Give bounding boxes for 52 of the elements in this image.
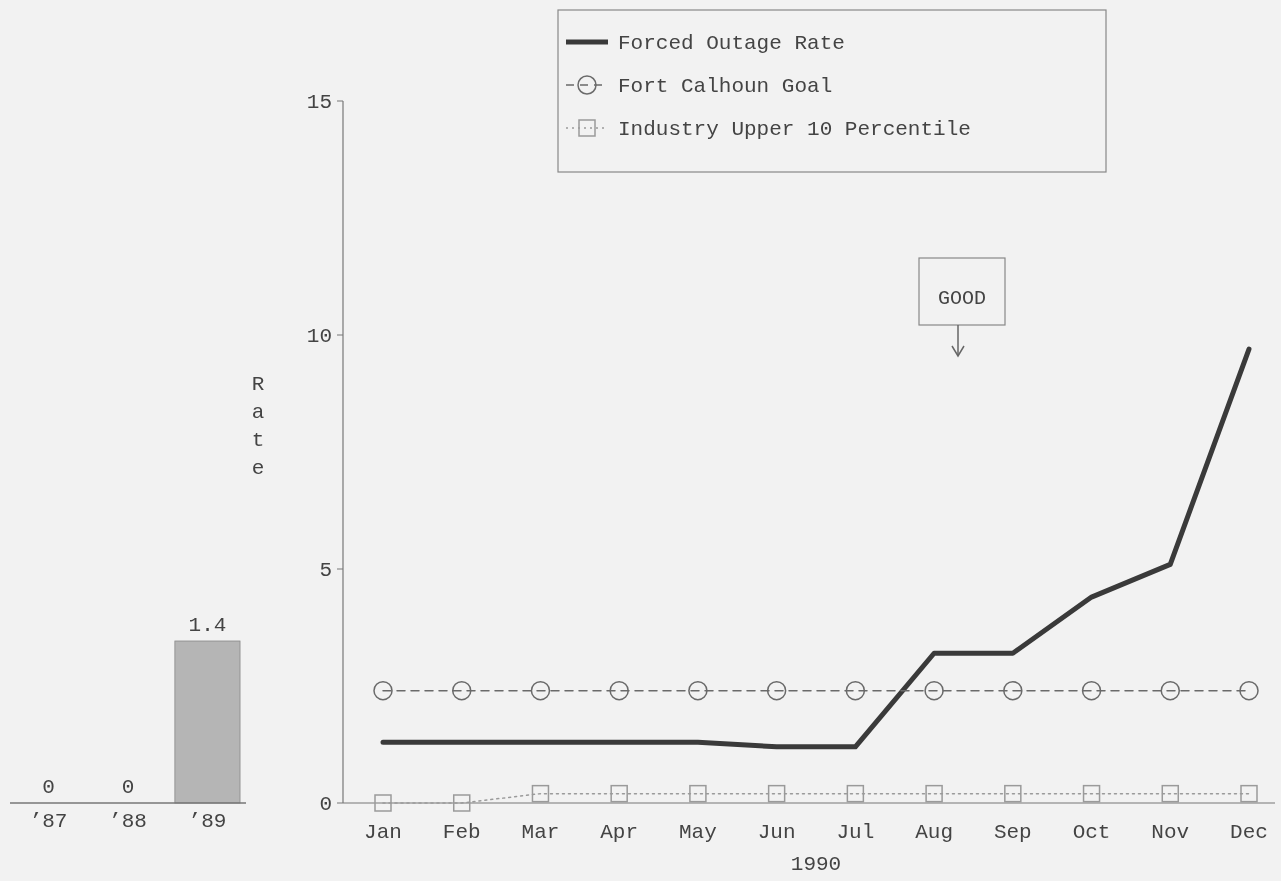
point bbox=[374, 794, 392, 812]
point bbox=[924, 680, 944, 701]
data-label: 0 bbox=[121, 776, 135, 799]
point bbox=[767, 784, 786, 803]
point bbox=[610, 784, 628, 803]
x-tick-label: Nov bbox=[1151, 821, 1190, 844]
data-label: 1.4 bbox=[188, 614, 227, 637]
point bbox=[1004, 784, 1022, 803]
point bbox=[1003, 680, 1023, 701]
point bbox=[609, 680, 629, 701]
point bbox=[925, 784, 943, 803]
y-tick-label: 5 bbox=[319, 559, 332, 582]
x-tick-label: ’87 bbox=[29, 810, 68, 833]
x-tick-label: Jan bbox=[364, 821, 402, 844]
y-axis-title: Rate bbox=[251, 373, 265, 480]
point bbox=[846, 784, 865, 803]
point bbox=[845, 680, 866, 701]
point bbox=[688, 680, 708, 701]
point bbox=[1081, 680, 1102, 701]
annotation: GOOD bbox=[937, 287, 987, 310]
y-tick-label: 0 bbox=[319, 793, 332, 816]
point bbox=[531, 784, 550, 803]
x-axis-title: 1990 bbox=[790, 853, 842, 876]
x-tick-label: Sep bbox=[993, 821, 1032, 844]
x-tick-label: ’88 bbox=[109, 810, 147, 833]
point bbox=[530, 680, 551, 701]
y-tick-label: 10 bbox=[306, 325, 332, 348]
x-tick-label: ’89 bbox=[188, 810, 227, 833]
x-tick-label: Feb bbox=[442, 821, 481, 844]
point bbox=[1160, 680, 1181, 701]
point bbox=[452, 794, 471, 812]
legend-label: Fort Calhoun Goal bbox=[618, 75, 833, 98]
x-tick-label: Jun bbox=[757, 821, 796, 844]
x-tick-label: Jul bbox=[836, 821, 875, 844]
point bbox=[373, 680, 393, 701]
x-tick-label: Apr bbox=[600, 821, 639, 844]
x-tick-label: May bbox=[679, 821, 717, 844]
point bbox=[1240, 784, 1258, 803]
point bbox=[766, 680, 787, 701]
y-tick-label: 15 bbox=[306, 91, 332, 114]
data-label: 0 bbox=[42, 776, 55, 799]
point bbox=[1161, 784, 1180, 803]
point bbox=[451, 680, 472, 701]
point bbox=[1082, 784, 1101, 803]
x-tick-label: Aug bbox=[915, 821, 953, 844]
x-tick-label: Mar bbox=[521, 821, 560, 844]
point bbox=[1239, 680, 1259, 701]
legend-label: Forced Outage Rate bbox=[618, 32, 845, 55]
legend-label: Industry Upper 10 Percentile bbox=[618, 118, 971, 141]
x-tick-label: Dec bbox=[1230, 821, 1268, 844]
point bbox=[689, 784, 707, 803]
x-tick-label: Oct bbox=[1072, 821, 1111, 844]
